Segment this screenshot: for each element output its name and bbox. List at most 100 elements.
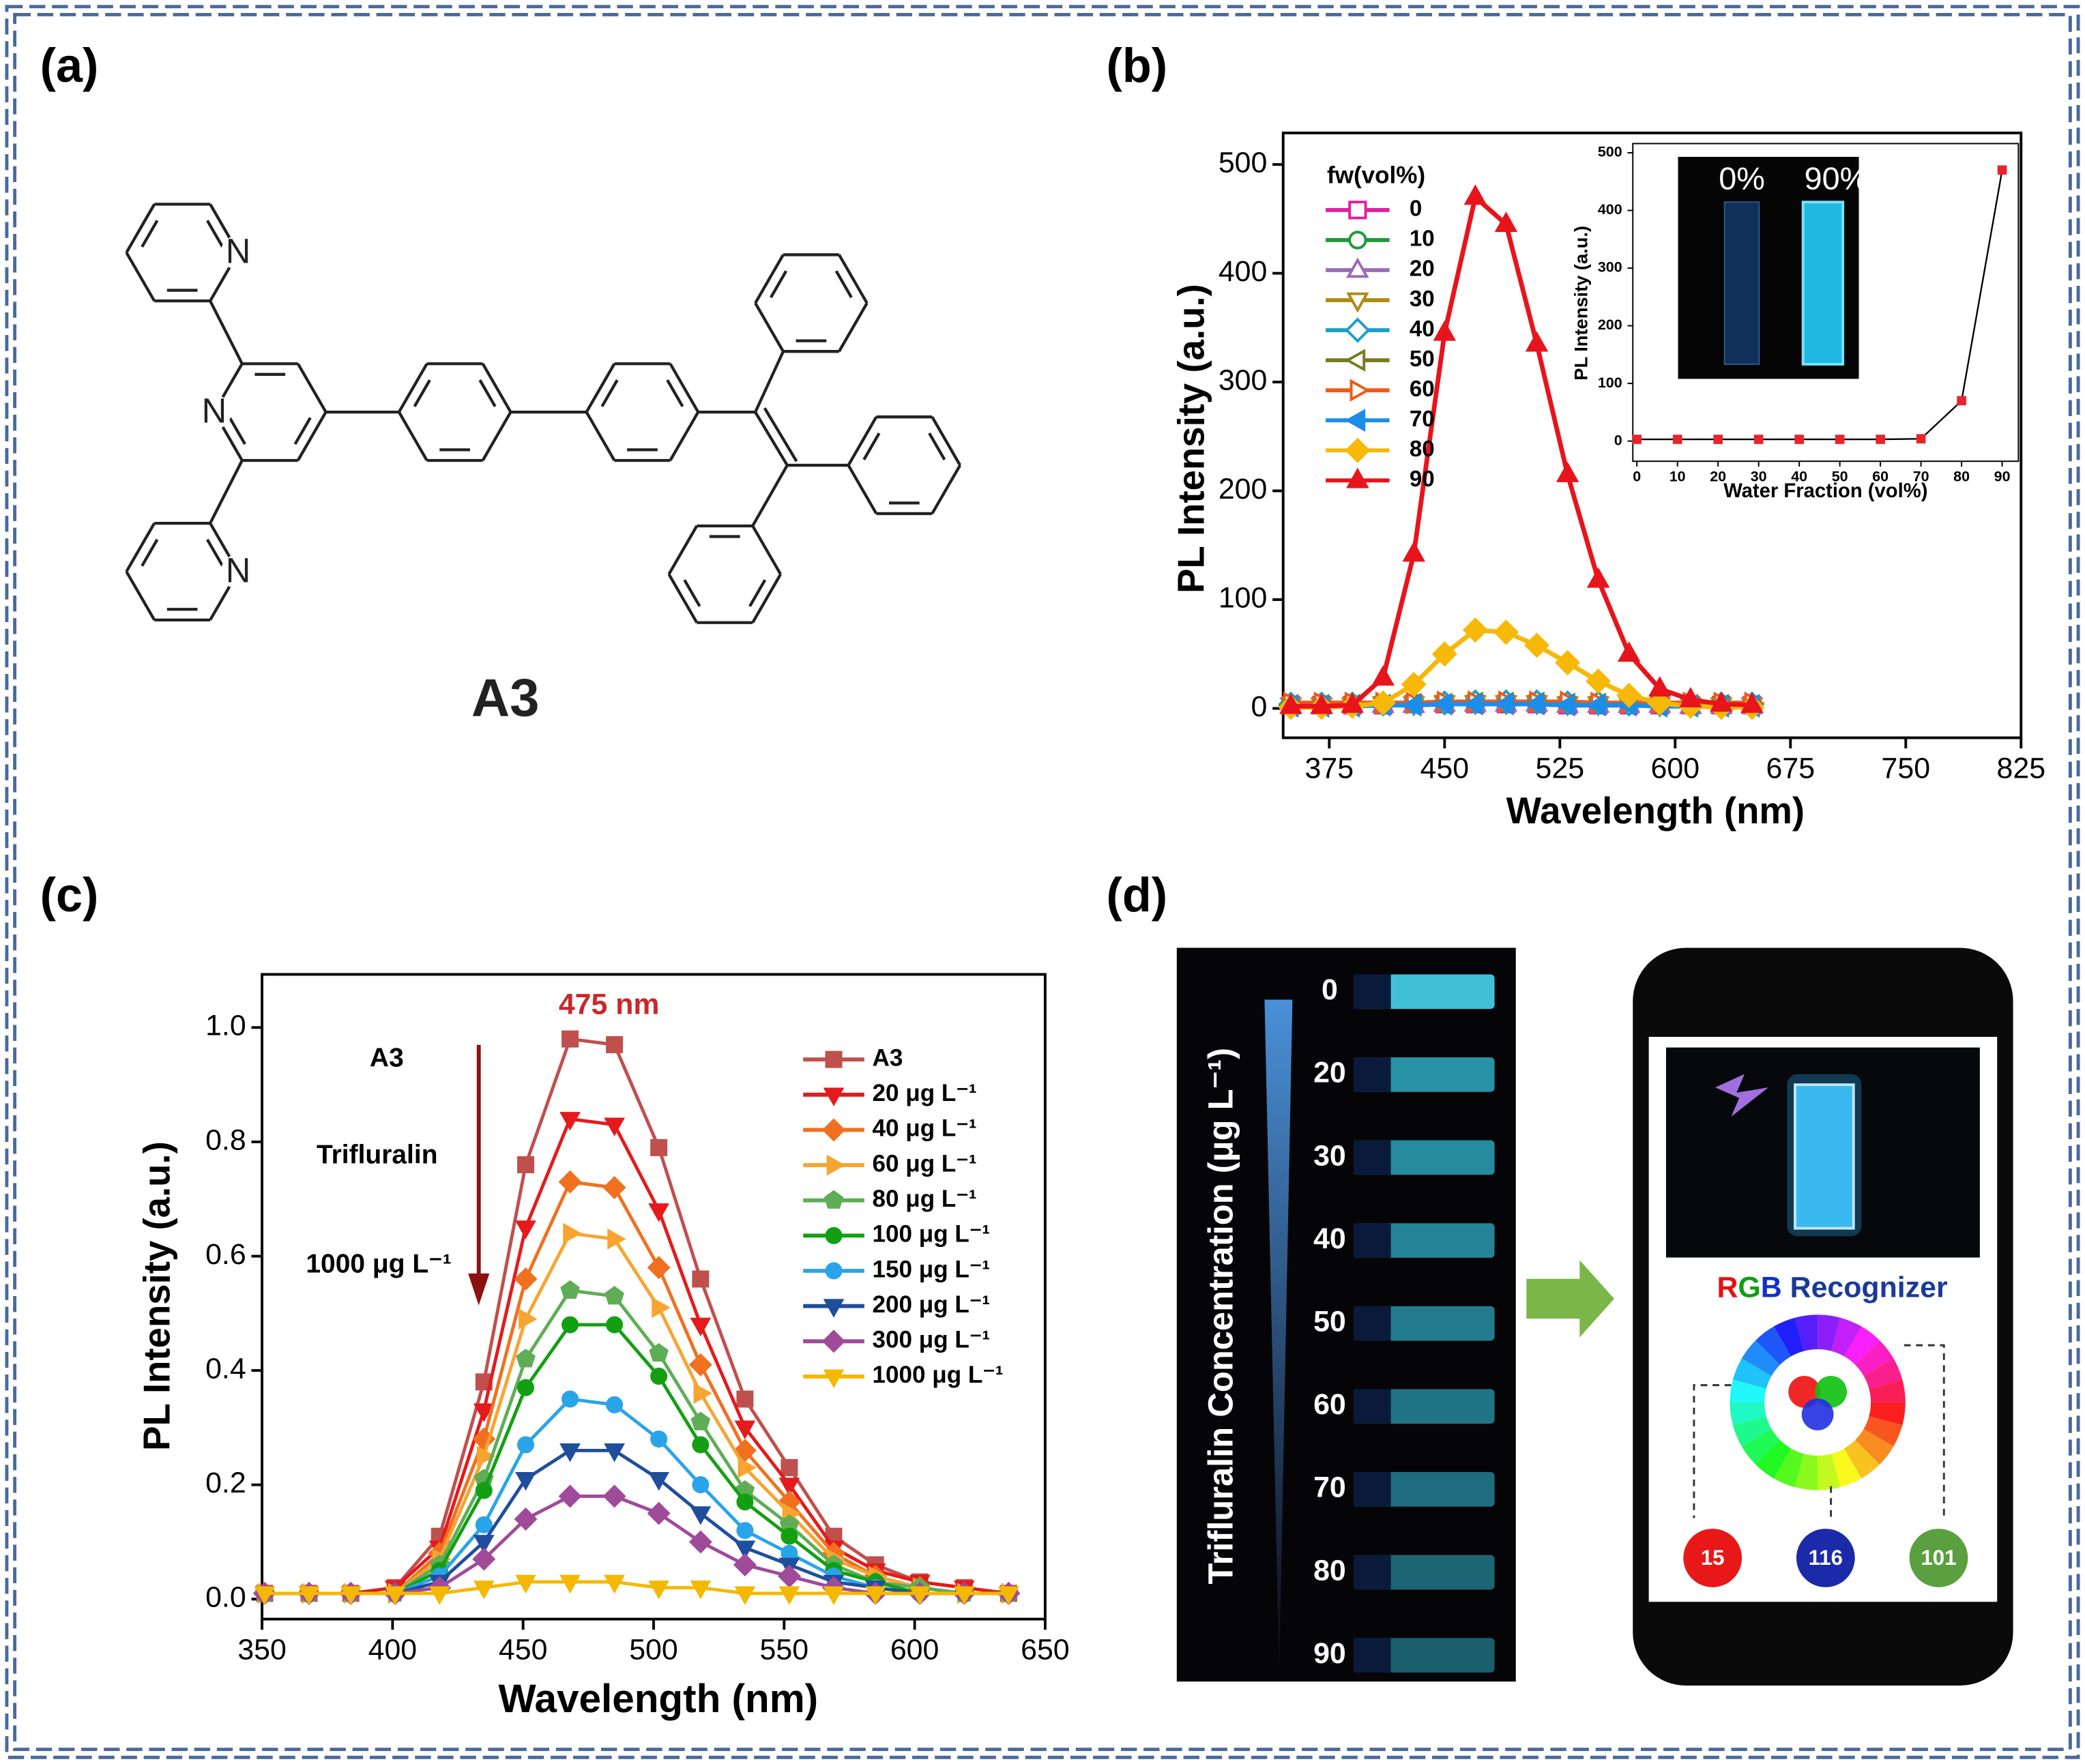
y-tick-label: 100 <box>1598 374 1622 391</box>
bond <box>206 538 224 567</box>
color-wheel-segment <box>1730 1379 1766 1402</box>
y-axis-label: PL Intensity (a.u.) <box>1570 226 1591 381</box>
marker <box>1713 435 1723 444</box>
marker <box>953 1586 975 1605</box>
color-wheel-segment <box>1755 1326 1792 1365</box>
series-line <box>1290 194 1753 709</box>
marker <box>1632 435 1642 444</box>
legend-marker <box>823 1369 845 1388</box>
x-tick-label: 675 <box>1766 752 1816 785</box>
legend-label: 200 μg L⁻¹ <box>873 1291 990 1318</box>
legend-label: 20 <box>1410 256 1435 282</box>
color-wheel-segment <box>1869 1402 1906 1426</box>
bond <box>669 411 700 462</box>
marker <box>606 1396 624 1413</box>
recognizer-title: RGB Recognizer <box>1717 1271 1947 1304</box>
cuvette <box>1723 201 1760 365</box>
color-wheel-segment <box>1863 1416 1903 1447</box>
legend-label: 300 μg L⁻¹ <box>873 1327 990 1353</box>
marker <box>909 1586 931 1605</box>
bond <box>751 573 782 623</box>
border-inner <box>13 13 2072 1751</box>
color-wheel-segment <box>1732 1358 1772 1389</box>
y-tick-label: 0 <box>1614 432 1622 448</box>
concentration-label: 70 <box>1313 1471 1346 1504</box>
bond <box>228 417 246 445</box>
atom-background <box>196 394 232 430</box>
y-tick-label: 200 <box>1598 317 1622 333</box>
marker <box>559 1112 581 1131</box>
panel-label: (b) <box>1107 38 1168 92</box>
x-tick-label: 500 <box>629 1634 678 1666</box>
marker <box>1493 619 1519 645</box>
marker <box>738 1457 757 1478</box>
marker <box>1310 693 1333 714</box>
marker <box>558 1484 582 1508</box>
bond <box>413 379 431 407</box>
marker <box>864 1586 886 1605</box>
marker <box>1835 435 1845 444</box>
arrow-label: 1000 μg L⁻¹ <box>306 1250 451 1279</box>
marker <box>519 1308 538 1330</box>
plot-frame <box>1281 131 2023 739</box>
marker <box>736 1522 754 1540</box>
marker <box>1957 396 1966 406</box>
bond <box>585 363 616 413</box>
legend-label: 80 <box>1410 437 1435 462</box>
marker <box>1586 693 1606 717</box>
marker <box>692 1270 710 1288</box>
cuvette <box>1794 1083 1855 1230</box>
legend-marker <box>825 1262 843 1280</box>
concentration-label: 50 <box>1313 1306 1346 1338</box>
marker <box>1916 434 1926 444</box>
concentration-label: 60 <box>1313 1388 1346 1421</box>
bond <box>296 411 327 462</box>
color-wheel-segment <box>1863 1358 1903 1389</box>
rgb-value: 101 <box>1921 1546 1956 1570</box>
legend-marker <box>1350 379 1371 402</box>
marker <box>778 1478 800 1497</box>
marker <box>1523 632 1550 658</box>
bond <box>837 254 869 304</box>
bond <box>125 523 156 573</box>
marker <box>734 1586 756 1605</box>
bond <box>296 363 327 413</box>
arrow-label: A3 <box>370 1043 404 1072</box>
x-tick-label: 600 <box>890 1634 939 1666</box>
marker <box>648 1581 670 1600</box>
marker <box>473 1581 495 1600</box>
legend-marker <box>1348 201 1367 220</box>
molecule: N N N A3 <box>125 203 962 728</box>
marker <box>602 1484 626 1508</box>
recognizer-title-part: Recognizer <box>1782 1271 1948 1304</box>
marker <box>1647 690 1673 716</box>
bond <box>931 464 962 515</box>
legend-marker <box>823 1190 844 1209</box>
marker <box>1997 165 2007 175</box>
marker <box>473 1403 495 1422</box>
recognizer-title-part: B <box>1761 1271 1782 1304</box>
bond <box>754 351 785 413</box>
x-tick-label: 40 <box>1791 469 1807 485</box>
concentration-label: 20 <box>1313 1057 1346 1089</box>
legend-label: 50 <box>1410 347 1435 372</box>
color-wheel-segment <box>1818 1314 1841 1351</box>
panel-label: (a) <box>40 38 99 92</box>
marker <box>559 1574 581 1594</box>
bond <box>770 270 788 299</box>
color-wheel-segment <box>1869 1379 1906 1402</box>
concentration-label: 0 <box>1322 973 1338 1006</box>
bond <box>600 379 619 407</box>
marker <box>1523 692 1545 716</box>
x-tick-label: 30 <box>1751 469 1767 485</box>
border-outer <box>5 5 2080 1759</box>
marker <box>516 1349 536 1368</box>
marker <box>650 1430 668 1448</box>
marker <box>563 1222 582 1244</box>
marker <box>781 1459 798 1477</box>
marker <box>736 1493 754 1511</box>
marker <box>1493 692 1514 716</box>
y-tick-label: 500 <box>1598 144 1622 160</box>
panel-label: (c) <box>40 868 99 922</box>
